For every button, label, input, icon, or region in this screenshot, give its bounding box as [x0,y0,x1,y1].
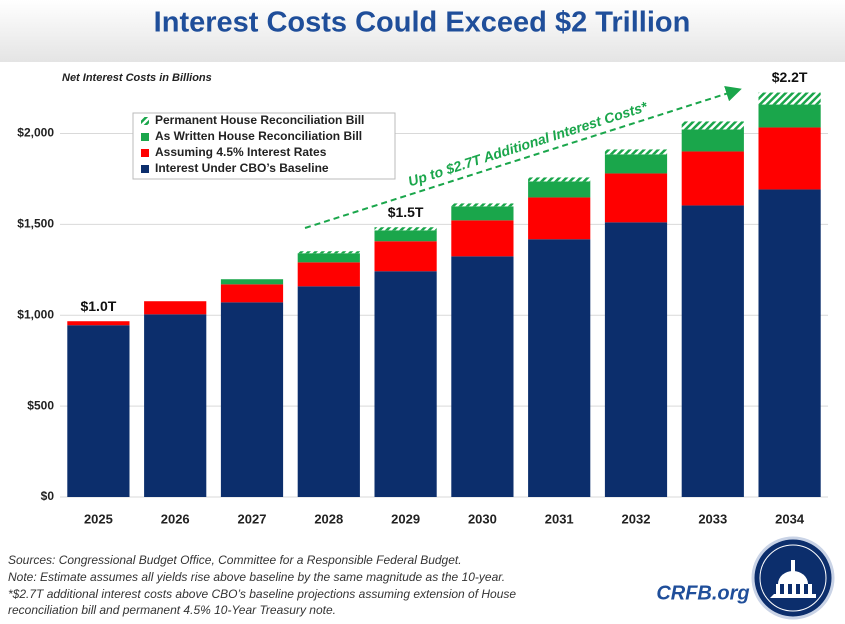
bar-segment [220,279,284,285]
y-tick-label: $1,000 [17,307,54,321]
footnote: reconciliation bill and permanent 4.5% 1… [8,603,336,617]
y-tick-label: $1,500 [17,217,54,231]
x-tick-label: 2031 [545,511,574,526]
legend-label: As Written House Reconciliation Bill [155,129,362,143]
title-band [0,0,845,62]
bar-segment [604,154,668,174]
legend-label: Assuming 4.5% Interest Rates [155,145,327,159]
bar-segment [297,251,360,254]
x-tick-label: 2033 [698,511,727,526]
legend-swatch [141,149,149,157]
bar-segment [144,301,207,315]
legend: Permanent House Reconciliation Bill As Wr… [132,112,396,180]
bar-segment [681,151,744,206]
bar-segment [451,220,514,257]
bar-segment [374,227,437,231]
bar-segment [144,314,207,497]
y-tick-label: $0 [41,489,55,503]
y-tick-label: $500 [27,398,54,412]
bar-segment [528,177,591,182]
bar-segment [67,325,130,497]
legend-label: Interest Under CBO’s Baseline [155,161,329,175]
bar-segment [758,127,821,190]
subtitle: Net Interest Costs in Billions [62,72,212,84]
plot-area: $0 $500 $1,000 $1,500 $2,000 2025 $1.0T 2026 202… [17,69,828,526]
bar-segment [374,271,437,497]
bar-segment [374,241,437,272]
bar-segment [297,286,360,497]
x-tick-label: 2034 [775,511,805,526]
x-tick-label: 2030 [468,511,497,526]
x-tick-label: 2027 [238,511,267,526]
bar-segment [220,284,284,303]
bar-segment [528,197,591,240]
footnote: *$2.7T additional interest costs above C… [8,587,516,601]
chart-title: Interest Costs Could Exceed $2 Trillion [154,7,691,39]
brand: CRFB.org [656,582,749,604]
bar-segment [374,230,437,242]
bar-segment [758,92,821,105]
bar-segment [528,239,591,497]
bar-segment [67,321,130,326]
total-label: $1.0T [80,298,116,314]
x-tick-label: 2026 [161,511,190,526]
legend-label: Permanent House Reconciliation Bill [155,113,364,127]
bar-segment [451,206,514,221]
bar-segment [297,262,360,287]
bar-segment [604,222,668,497]
y-tick-label: $2,000 [17,126,54,140]
x-tick-label: 2029 [391,511,420,526]
legend-box [132,112,396,180]
logo [751,536,835,620]
total-label: $1.5T [388,204,424,220]
bar-segment [758,189,821,497]
x-tick-label: 2032 [622,511,651,526]
bar-segment [681,121,744,130]
bar-segment [451,256,514,497]
legend-swatch [141,133,149,141]
bar-segment [604,173,668,223]
bar-segment [220,302,284,497]
x-tick-label: 2028 [314,511,343,526]
bar-segment [758,104,821,128]
total-label: $2.2T [772,69,808,85]
trend-arrow [304,86,742,229]
bar-segment [681,129,744,152]
source-note: Sources: Congressional Budget Office, Co… [8,553,462,567]
method-note: Note: Estimate assumes all yields rise a… [8,570,505,584]
x-tick-label: 2025 [84,511,113,526]
bar-segment [451,203,514,207]
legend-swatch [141,165,149,173]
bar-segment [297,253,360,263]
bar-segment [528,181,591,198]
bar-segment [604,149,668,155]
legend-swatch [141,117,149,125]
bar-segment [681,205,744,497]
